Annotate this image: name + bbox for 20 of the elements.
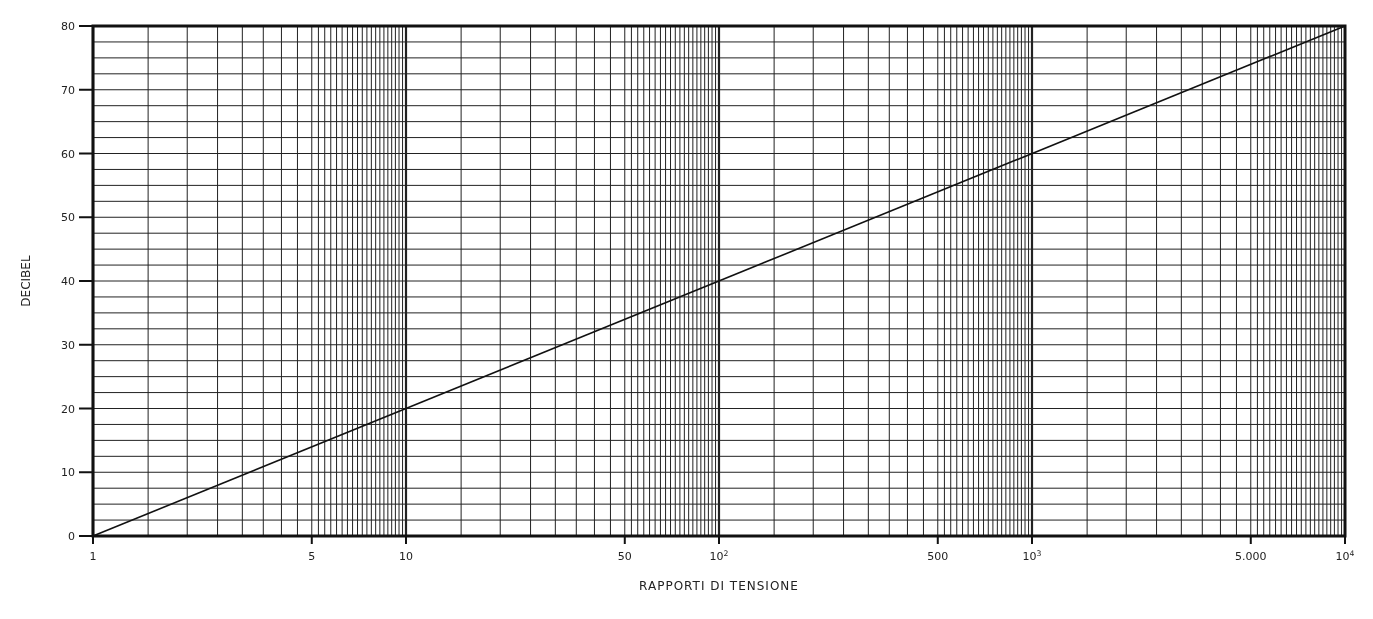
x-tick-label: 5	[308, 550, 316, 563]
x-axis-title: RAPPORTI DI TENSIONE	[639, 579, 799, 593]
x-tick-label: 10$^{4}$	[1335, 548, 1355, 563]
y-axis-title: DECIBEL	[19, 255, 33, 307]
x-tick-label: 500	[927, 550, 949, 563]
x-tick-label: 10$^{3}$	[1022, 548, 1042, 563]
y-tick-label: 0	[68, 530, 75, 543]
y-tick-label: 50	[61, 211, 75, 225]
y-tick-label: 80	[61, 20, 75, 33]
y-tick-label: 70	[61, 83, 75, 97]
y-tick-label: 20	[61, 402, 75, 416]
y-tick-label: 30	[61, 338, 75, 352]
x-tick-label: 1	[89, 550, 97, 563]
y-tick-label: 60	[61, 147, 75, 161]
x-tick-label: 5.000	[1235, 550, 1267, 563]
y-tick-label: 40	[61, 275, 75, 288]
x-tick-label: 10$^{2}$	[709, 548, 729, 563]
y-tick-label: 10	[61, 466, 75, 480]
x-tick-label: 50	[617, 550, 632, 563]
x-tick-label: 10	[399, 550, 413, 563]
